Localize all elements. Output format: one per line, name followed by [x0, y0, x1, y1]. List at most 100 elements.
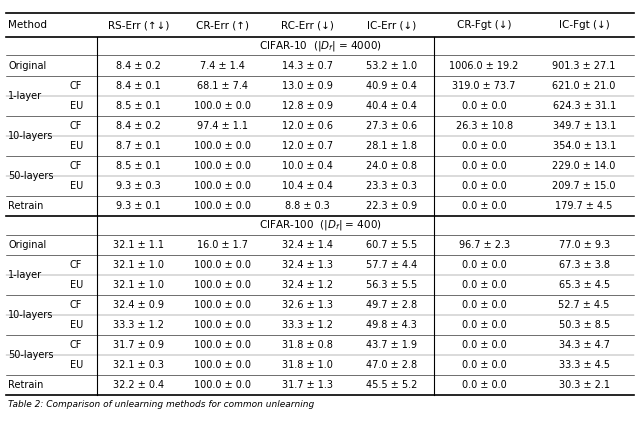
- Text: 33.3 ± 4.5: 33.3 ± 4.5: [559, 360, 610, 370]
- Text: CF: CF: [70, 300, 83, 310]
- Text: CF: CF: [70, 121, 83, 131]
- Text: 31.7 ± 1.3: 31.7 ± 1.3: [282, 381, 333, 390]
- Text: 32.2 ± 0.4: 32.2 ± 0.4: [113, 381, 164, 390]
- Text: 96.7 ± 2.3: 96.7 ± 2.3: [459, 240, 509, 249]
- Text: 97.4 ± 1.1: 97.4 ± 1.1: [197, 121, 248, 131]
- Text: 40.4 ± 0.4: 40.4 ± 0.4: [366, 101, 417, 111]
- Text: EU: EU: [70, 320, 83, 330]
- Text: 621.0 ± 21.0: 621.0 ± 21.0: [552, 81, 616, 91]
- Text: 100.0 ± 0.0: 100.0 ± 0.0: [195, 181, 252, 191]
- Text: 12.8 ± 0.9: 12.8 ± 0.9: [282, 101, 333, 111]
- Text: 100.0 ± 0.0: 100.0 ± 0.0: [195, 300, 252, 310]
- Text: Original: Original: [8, 240, 47, 249]
- Text: CF: CF: [70, 81, 83, 91]
- Text: 33.3 ± 1.2: 33.3 ± 1.2: [282, 320, 333, 330]
- Text: 31.8 ± 0.8: 31.8 ± 0.8: [282, 340, 333, 350]
- Text: 16.0 ± 1.7: 16.0 ± 1.7: [197, 240, 248, 249]
- Text: 1-layer: 1-layer: [8, 91, 42, 101]
- Text: 100.0 ± 0.0: 100.0 ± 0.0: [195, 101, 252, 111]
- Text: 0.0 ± 0.0: 0.0 ± 0.0: [461, 340, 506, 350]
- Text: 0.0 ± 0.0: 0.0 ± 0.0: [461, 202, 506, 211]
- Text: Table 2: Comparison of unlearning methods for common unlearning: Table 2: Comparison of unlearning method…: [8, 400, 315, 409]
- Text: 32.4 ± 1.3: 32.4 ± 1.3: [282, 260, 333, 270]
- Text: 31.7 ± 0.9: 31.7 ± 0.9: [113, 340, 164, 350]
- Text: Method: Method: [8, 20, 47, 30]
- Text: CIFAR-100  ($|D_f|$ = 400): CIFAR-100 ($|D_f|$ = 400): [259, 219, 381, 232]
- Text: CR-Fgt (↓): CR-Fgt (↓): [457, 20, 511, 30]
- Text: 52.7 ± 4.5: 52.7 ± 4.5: [559, 300, 610, 310]
- Text: 32.4 ± 0.9: 32.4 ± 0.9: [113, 300, 164, 310]
- Text: IC-Err (↓): IC-Err (↓): [367, 20, 416, 30]
- Text: 24.0 ± 0.8: 24.0 ± 0.8: [366, 161, 417, 171]
- Text: 209.7 ± 15.0: 209.7 ± 15.0: [552, 181, 616, 191]
- Text: 30.3 ± 2.1: 30.3 ± 2.1: [559, 381, 610, 390]
- Text: 7.4 ± 1.4: 7.4 ± 1.4: [200, 61, 245, 70]
- Text: 8.8 ± 0.3: 8.8 ± 0.3: [285, 202, 330, 211]
- Text: EU: EU: [70, 141, 83, 151]
- Text: 100.0 ± 0.0: 100.0 ± 0.0: [195, 161, 252, 171]
- Text: 32.1 ± 1.0: 32.1 ± 1.0: [113, 280, 164, 290]
- Text: 319.0 ± 73.7: 319.0 ± 73.7: [452, 81, 516, 91]
- Text: 40.9 ± 0.4: 40.9 ± 0.4: [366, 81, 417, 91]
- Text: 32.1 ± 0.3: 32.1 ± 0.3: [113, 360, 164, 370]
- Text: 10-layers: 10-layers: [8, 131, 54, 141]
- Text: 56.3 ± 5.5: 56.3 ± 5.5: [366, 280, 417, 290]
- Text: 31.8 ± 1.0: 31.8 ± 1.0: [282, 360, 333, 370]
- Text: 53.2 ± 1.0: 53.2 ± 1.0: [366, 61, 417, 70]
- Text: 100.0 ± 0.0: 100.0 ± 0.0: [195, 260, 252, 270]
- Text: 65.3 ± 4.5: 65.3 ± 4.5: [559, 280, 610, 290]
- Text: CF: CF: [70, 340, 83, 350]
- Text: RS-Err (↑↓): RS-Err (↑↓): [108, 20, 170, 30]
- Text: 100.0 ± 0.0: 100.0 ± 0.0: [195, 141, 252, 151]
- Text: Retrain: Retrain: [8, 381, 44, 390]
- Text: 22.3 ± 0.9: 22.3 ± 0.9: [366, 202, 417, 211]
- Text: 100.0 ± 0.0: 100.0 ± 0.0: [195, 280, 252, 290]
- Text: 32.4 ± 1.2: 32.4 ± 1.2: [282, 280, 333, 290]
- Text: 34.3 ± 4.7: 34.3 ± 4.7: [559, 340, 610, 350]
- Text: 14.3 ± 0.7: 14.3 ± 0.7: [282, 61, 333, 70]
- Text: 32.1 ± 1.0: 32.1 ± 1.0: [113, 260, 164, 270]
- Text: 8.7 ± 0.1: 8.7 ± 0.1: [116, 141, 161, 151]
- Text: EU: EU: [70, 181, 83, 191]
- Text: 0.0 ± 0.0: 0.0 ± 0.0: [461, 260, 506, 270]
- Text: 13.0 ± 0.9: 13.0 ± 0.9: [282, 81, 333, 91]
- Text: 12.0 ± 0.6: 12.0 ± 0.6: [282, 121, 333, 131]
- Text: 0.0 ± 0.0: 0.0 ± 0.0: [461, 320, 506, 330]
- Text: 9.3 ± 0.1: 9.3 ± 0.1: [116, 202, 161, 211]
- Text: 23.3 ± 0.3: 23.3 ± 0.3: [366, 181, 417, 191]
- Text: CR-Err (↑): CR-Err (↑): [196, 20, 250, 30]
- Text: 0.0 ± 0.0: 0.0 ± 0.0: [461, 300, 506, 310]
- Text: CF: CF: [70, 161, 83, 171]
- Text: 60.7 ± 5.5: 60.7 ± 5.5: [366, 240, 417, 249]
- Text: 179.7 ± 4.5: 179.7 ± 4.5: [556, 202, 613, 211]
- Text: 624.3 ± 31.1: 624.3 ± 31.1: [552, 101, 616, 111]
- Text: 50-layers: 50-layers: [8, 350, 54, 360]
- Text: 0.0 ± 0.0: 0.0 ± 0.0: [461, 141, 506, 151]
- Text: 45.5 ± 5.2: 45.5 ± 5.2: [365, 381, 417, 390]
- Text: 0.0 ± 0.0: 0.0 ± 0.0: [461, 101, 506, 111]
- Text: 0.0 ± 0.0: 0.0 ± 0.0: [461, 381, 506, 390]
- Text: 49.7 ± 2.8: 49.7 ± 2.8: [366, 300, 417, 310]
- Text: 10.0 ± 0.4: 10.0 ± 0.4: [282, 161, 333, 171]
- Text: 12.0 ± 0.7: 12.0 ± 0.7: [282, 141, 333, 151]
- Text: Retrain: Retrain: [8, 202, 44, 211]
- Text: 100.0 ± 0.0: 100.0 ± 0.0: [195, 320, 252, 330]
- Text: 32.1 ± 1.1: 32.1 ± 1.1: [113, 240, 164, 249]
- Text: CIFAR-10  ($|D_f|$ = 4000): CIFAR-10 ($|D_f|$ = 4000): [259, 40, 381, 53]
- Text: 0.0 ± 0.0: 0.0 ± 0.0: [461, 181, 506, 191]
- Text: 57.7 ± 4.4: 57.7 ± 4.4: [366, 260, 417, 270]
- Text: 50.3 ± 8.5: 50.3 ± 8.5: [559, 320, 610, 330]
- Text: 77.0 ± 9.3: 77.0 ± 9.3: [559, 240, 610, 249]
- Text: 10.4 ± 0.4: 10.4 ± 0.4: [282, 181, 333, 191]
- Text: 50-layers: 50-layers: [8, 171, 54, 181]
- Text: Original: Original: [8, 61, 47, 70]
- Text: 9.3 ± 0.3: 9.3 ± 0.3: [116, 181, 161, 191]
- Text: 47.0 ± 2.8: 47.0 ± 2.8: [366, 360, 417, 370]
- Text: 100.0 ± 0.0: 100.0 ± 0.0: [195, 340, 252, 350]
- Text: 8.4 ± 0.1: 8.4 ± 0.1: [116, 81, 161, 91]
- Text: 0.0 ± 0.0: 0.0 ± 0.0: [461, 360, 506, 370]
- Text: 8.4 ± 0.2: 8.4 ± 0.2: [116, 121, 161, 131]
- Text: 43.7 ± 1.9: 43.7 ± 1.9: [366, 340, 417, 350]
- Text: 229.0 ± 14.0: 229.0 ± 14.0: [552, 161, 616, 171]
- Text: 33.3 ± 1.2: 33.3 ± 1.2: [113, 320, 164, 330]
